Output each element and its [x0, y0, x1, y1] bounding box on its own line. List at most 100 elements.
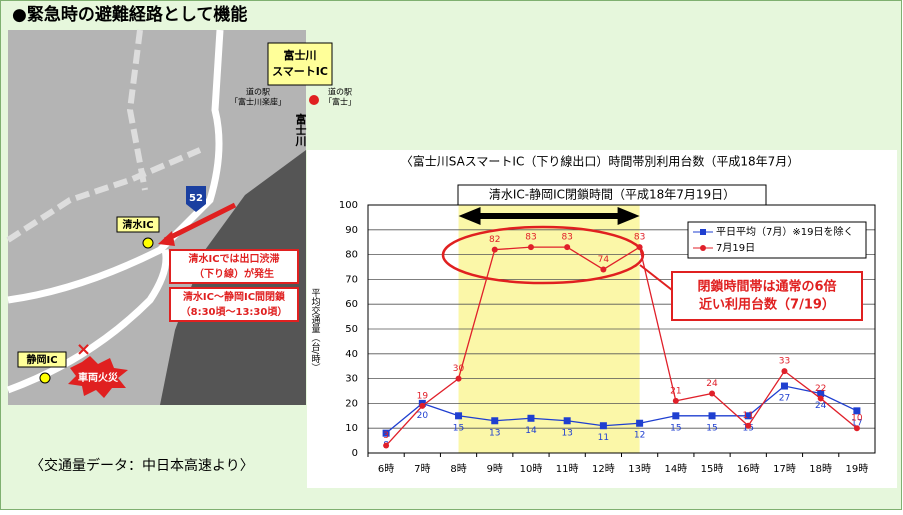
note-text: 清水ICでは出口渋滞	[188, 252, 279, 265]
marker	[709, 390, 716, 397]
data-label: 22	[815, 384, 826, 394]
data-label: 17	[851, 418, 862, 428]
road	[6, 147, 202, 243]
smart-ic-box	[267, 42, 333, 86]
data-label: 83	[525, 233, 536, 243]
marker	[672, 397, 679, 404]
legend-label: 7月19日	[716, 242, 755, 254]
y-tick-label: 80	[345, 250, 358, 261]
smart-ic-label: 富士川	[284, 48, 317, 62]
arrow	[163, 202, 237, 243]
marker	[853, 425, 860, 432]
y-axis-label: 平均交通量（台/時）	[310, 288, 321, 372]
x-tick-label: 11時	[556, 463, 579, 475]
route-label: 52	[189, 193, 203, 204]
marker	[564, 244, 571, 251]
y-tick-label: 30	[345, 374, 358, 385]
data-label: 3	[383, 431, 389, 441]
y-tick-label: 0	[352, 448, 358, 459]
marker	[527, 244, 534, 251]
marker	[817, 389, 825, 397]
data-label: 15	[453, 423, 464, 433]
x-tick-label: 9時	[487, 463, 503, 475]
marker	[853, 407, 861, 415]
marker	[455, 412, 463, 420]
x-tick-label: 19時	[846, 463, 869, 475]
highlight-ellipse	[441, 225, 645, 285]
data-label: 83	[561, 233, 572, 243]
data-label: 21	[670, 386, 681, 396]
data-label: 83	[634, 233, 645, 243]
x-tick-label: 8時	[450, 463, 466, 475]
marker	[599, 422, 607, 430]
station-label: 「富士川楽座」	[230, 97, 286, 107]
marker	[745, 422, 752, 429]
data-label: 24	[706, 379, 718, 389]
data-label: 24	[815, 401, 827, 411]
x-tick-label: 12時	[592, 463, 615, 475]
legend-label: 平日平均（7月）※19日を除く	[716, 225, 853, 238]
marker	[708, 412, 716, 420]
data-label: 15	[706, 423, 717, 433]
data-label: 13	[561, 428, 572, 438]
ic-dot	[39, 372, 51, 384]
footer: 〈交通量データ：中日本高速より〉	[30, 457, 254, 474]
x-tick-label: 14時	[664, 463, 687, 475]
data-label: 11	[743, 411, 754, 421]
closure-arrow-head	[458, 207, 481, 225]
y-tick-label: 100	[339, 200, 358, 211]
river-label: 富士川	[294, 112, 308, 146]
marker	[382, 429, 390, 437]
y-tick-label: 40	[345, 349, 358, 360]
data-label: 19	[417, 391, 429, 401]
data-label: 30	[453, 364, 465, 374]
station-label: 「富士」	[324, 97, 356, 107]
data-label: 13	[489, 428, 500, 438]
ic-box	[116, 216, 160, 233]
y-tick-label: 10	[345, 423, 358, 434]
y-tick-label: 20	[345, 398, 358, 409]
marker	[527, 414, 535, 422]
marker	[636, 419, 644, 427]
y-tick-label: 60	[345, 299, 358, 310]
chart-title: 〈富士川SAスマートIC（下り線出口）時間帯別利用台数（平成18年7月）	[401, 154, 800, 169]
marker	[491, 417, 499, 425]
x-tick-label: 15時	[701, 463, 724, 475]
y-tick-label: 70	[345, 274, 358, 285]
data-label: 14	[525, 426, 537, 436]
y-tick-label: 90	[345, 225, 358, 236]
legend-marker	[700, 229, 706, 235]
annotation-text: 近い利用台数（7/19）	[699, 297, 835, 313]
data-label: 10	[851, 414, 863, 424]
legend-box	[687, 221, 867, 259]
x-tick-label: 7時	[414, 463, 430, 475]
marker	[744, 412, 752, 420]
data-label: 20	[417, 411, 429, 421]
route-shield	[186, 186, 206, 212]
ic-label: 静岡IC	[26, 353, 57, 366]
fire-mark: ×	[76, 339, 91, 360]
closure-arrow-head	[617, 207, 640, 225]
series-line	[385, 246, 858, 446]
data-label: 27	[779, 394, 790, 404]
smart-ic-label: スマートIC	[272, 65, 328, 78]
ic-dot	[142, 237, 154, 249]
road	[126, 29, 148, 191]
annotation-box	[671, 271, 863, 321]
marker	[419, 402, 426, 409]
data-label: 15	[670, 423, 681, 433]
marker	[600, 266, 607, 273]
legend-marker	[700, 245, 706, 251]
data-label: 11	[598, 433, 609, 443]
data-label: 74	[598, 255, 610, 265]
heading: ●緊急時の避難経路として機能	[12, 4, 247, 25]
data-label: 33	[779, 357, 790, 367]
note-box	[169, 287, 299, 322]
y-tick-label: 50	[345, 324, 358, 335]
note-box	[169, 249, 299, 284]
marker	[383, 442, 390, 449]
series-line	[385, 385, 858, 434]
ic-label: 清水IC	[122, 218, 153, 231]
x-tick-label: 18時	[809, 463, 832, 475]
